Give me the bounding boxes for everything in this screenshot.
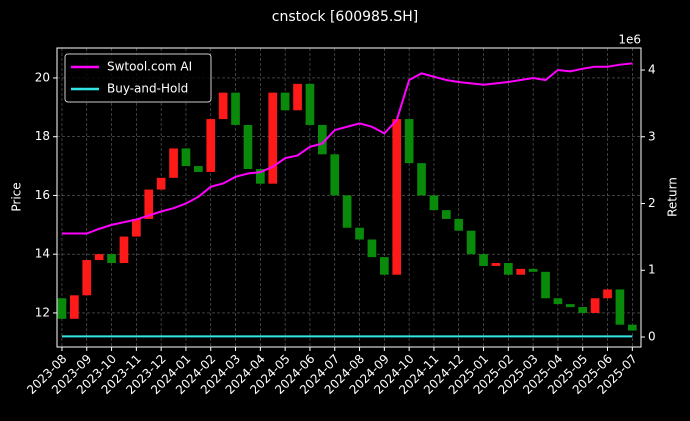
y2-axis-label: Return: [666, 177, 680, 217]
candle-body: [280, 92, 290, 111]
candle-body: [355, 227, 364, 240]
candle-body: [342, 195, 352, 228]
candle-body: [417, 163, 426, 196]
candle-body: [70, 295, 79, 319]
candle-body: [528, 268, 538, 272]
candle-body: [206, 119, 216, 172]
candle-body: [454, 218, 464, 231]
candle-body: [181, 148, 191, 167]
y2-offset-label: 1e6: [618, 33, 641, 47]
y2-tick-label: 4: [648, 63, 656, 77]
candle-body: [169, 148, 178, 178]
candle-body: [231, 92, 240, 125]
candle-body: [404, 119, 414, 164]
candle-body: [218, 92, 228, 120]
candle-body: [194, 166, 203, 172]
candle-body: [516, 268, 526, 275]
legend-box: [64, 53, 212, 103]
chart-title: cnstock [600985.SH]: [272, 9, 418, 25]
y-tick-label: 14: [35, 247, 50, 261]
candle-body: [392, 119, 402, 275]
y-tick-label: 16: [35, 188, 50, 202]
candle-body: [615, 289, 625, 325]
y-tick-label: 12: [35, 305, 50, 319]
candle-body: [305, 83, 315, 125]
candle-body: [243, 124, 253, 170]
y-tick-label: 20: [35, 70, 50, 84]
candle-body: [466, 230, 476, 255]
candle-body: [82, 260, 92, 296]
y2-tick-label: 0: [648, 329, 656, 343]
y2-tick-label: 2: [648, 196, 656, 210]
candle-body: [590, 298, 600, 313]
candle-body: [429, 195, 439, 211]
candle-body: [367, 239, 377, 258]
candle-body: [330, 154, 340, 196]
plot-frame: [56, 47, 642, 348]
candle-body: [541, 271, 550, 299]
series-line: [61, 62, 633, 235]
candle-body: [627, 324, 637, 331]
candle-body: [132, 218, 141, 237]
candle-body: [578, 307, 588, 313]
candle-body: [318, 124, 327, 155]
candle-body: [491, 262, 501, 266]
y2-tick-label: 1: [648, 263, 656, 277]
candle-body: [57, 298, 67, 319]
candle-body: [256, 169, 265, 184]
candle-body: [293, 83, 302, 111]
legend-label: Buy-and-Hold: [107, 82, 188, 96]
candle-body: [119, 236, 129, 263]
candle-body: [107, 254, 116, 263]
candle-body: [379, 257, 389, 275]
candle-body: [565, 304, 575, 308]
candle-body: [144, 189, 154, 219]
candle-body: [479, 254, 488, 266]
y-tick-label: 18: [35, 129, 50, 143]
candle-body: [268, 92, 278, 184]
candle-body: [503, 262, 513, 275]
legend-label: Swtool.com AI: [107, 60, 192, 74]
candle-body: [94, 254, 104, 261]
candle-body: [603, 289, 612, 299]
candle-body: [156, 177, 166, 190]
y2-tick-label: 3: [648, 129, 656, 143]
y-axis-label: Price: [10, 182, 24, 211]
candle-body: [441, 210, 451, 219]
candle-body: [553, 298, 563, 305]
